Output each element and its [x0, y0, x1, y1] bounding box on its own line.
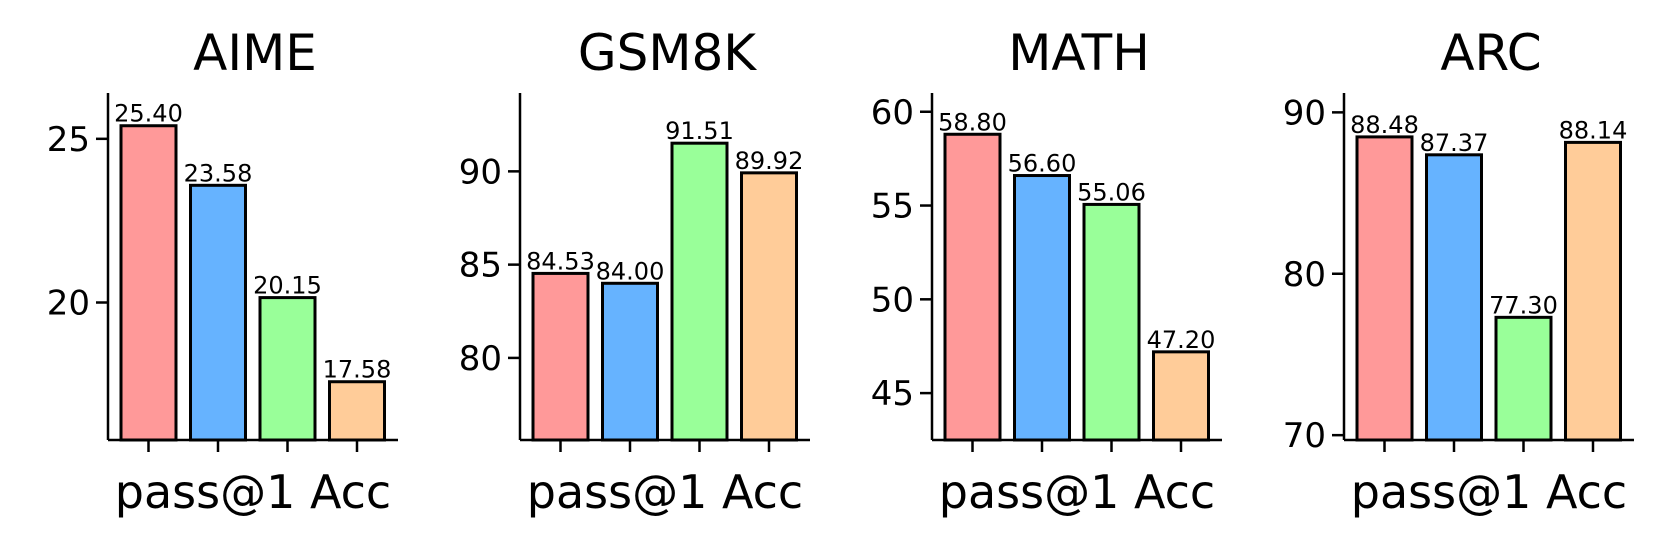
chart-panel-aime: AIME 25.40 23.58 20.15 17.58 20 25 pass@1 Acc — [47, 24, 398, 519]
panel-title: MATH — [1008, 24, 1150, 82]
data-label: 87.37 — [1420, 129, 1489, 157]
bar — [601, 281, 659, 442]
panel-title: AIME — [193, 24, 317, 82]
data-label: 58.80 — [938, 108, 1007, 136]
y-tick-label: 90 — [1283, 93, 1326, 133]
data-label: 23.58 — [184, 159, 253, 187]
x-axis-label: pass@1 Acc — [939, 465, 1215, 519]
bar — [1152, 350, 1210, 442]
panel-title: ARC — [1440, 24, 1541, 82]
data-label: 84.00 — [596, 257, 665, 285]
bar — [189, 183, 247, 442]
y-tick-label: 25 — [47, 120, 90, 160]
bar — [1082, 202, 1141, 442]
data-label: 56.60 — [1008, 150, 1077, 178]
bar — [670, 141, 729, 442]
y-tick-label: 60 — [871, 93, 914, 133]
data-label: 47.20 — [1147, 326, 1216, 354]
y-tick-label: 80 — [1283, 255, 1326, 295]
data-label: 88.48 — [1350, 111, 1419, 139]
x-axis-label: pass@1 Acc — [1351, 465, 1627, 519]
x-axis-label: pass@1 Acc — [527, 465, 803, 519]
y-tick-label: 90 — [459, 152, 502, 192]
bar — [258, 296, 317, 442]
y-tick-label: 45 — [871, 374, 914, 414]
data-label: 84.53 — [526, 247, 595, 275]
bar — [1425, 153, 1483, 442]
y-tick-label: 20 — [47, 284, 90, 324]
data-label: 89.92 — [735, 147, 804, 175]
bar — [531, 271, 590, 442]
bar — [119, 124, 178, 442]
data-label: 25.40 — [114, 100, 183, 128]
bar — [1355, 135, 1414, 442]
y-tick-label: 80 — [459, 339, 502, 379]
y-tick-label: 55 — [871, 187, 914, 227]
data-label: 17.58 — [323, 356, 392, 384]
data-label: 91.51 — [665, 117, 734, 145]
y-tick-label: 85 — [459, 246, 502, 286]
bar — [943, 132, 1002, 442]
bar — [740, 171, 798, 442]
bar — [1013, 174, 1071, 442]
y-tick-label: 70 — [1283, 416, 1326, 456]
bar — [1494, 315, 1553, 442]
data-label: 77.30 — [1489, 291, 1558, 319]
data-label: 55.06 — [1077, 178, 1146, 206]
y-tick-label: 50 — [871, 280, 914, 320]
panel-title: GSM8K — [578, 24, 757, 82]
bar — [1564, 140, 1622, 442]
data-label: 88.14 — [1559, 116, 1628, 144]
data-label: 20.15 — [253, 272, 322, 300]
bar — [328, 380, 386, 442]
x-axis-label: pass@1 Acc — [115, 465, 391, 519]
